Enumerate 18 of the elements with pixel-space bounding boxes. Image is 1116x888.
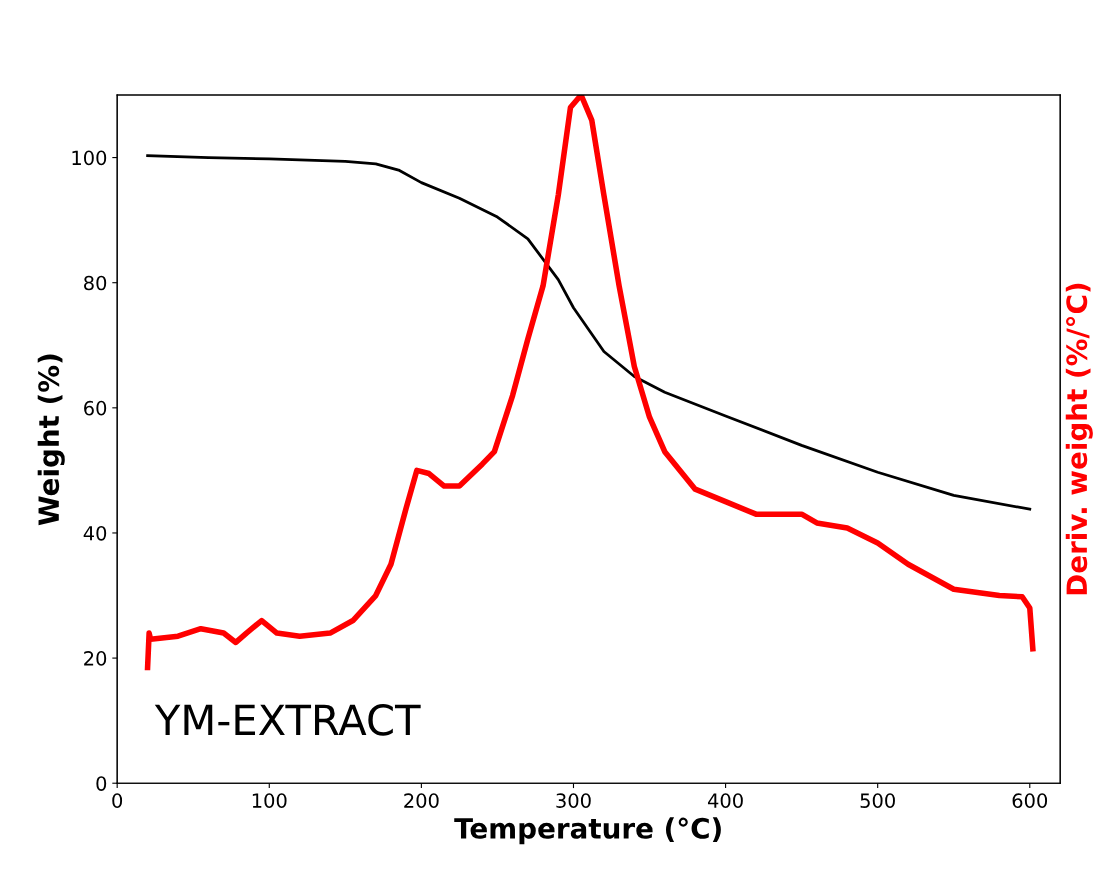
y-tick-label: 40 <box>83 525 107 541</box>
y-tick-label: 100 <box>72 150 107 166</box>
x-tick-label: 0 <box>112 793 123 808</box>
x-tick-label: 200 <box>404 793 439 808</box>
x-tick-label: 300 <box>556 793 591 808</box>
x-tick-label: 600 <box>1012 793 1048 808</box>
y-tick-label: 80 <box>84 275 107 291</box>
x-axis-title: Temperature (°C) <box>454 817 721 845</box>
x-tick-label: 400 <box>707 793 743 808</box>
y2-axis-title: Deriv. weight (%/°C) <box>1065 283 1093 595</box>
line-series <box>146 154 1032 511</box>
x-tick-label: 100 <box>252 793 287 808</box>
y-axis-title: Weight (%) <box>37 354 65 526</box>
y-tick-label: 60 <box>84 400 107 416</box>
x-tick-label: 500 <box>860 793 895 808</box>
annotation: YM-EXTRACT <box>154 704 421 736</box>
y-tick-label: 0 <box>96 776 107 791</box>
y-tick-label: 20 <box>84 651 107 666</box>
